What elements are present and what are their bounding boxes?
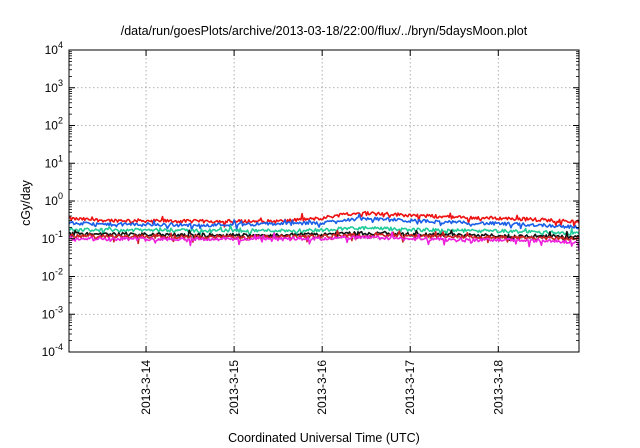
y-tick-label: 100 [45, 191, 63, 208]
y-tick-label: 10-1 [42, 229, 63, 246]
y-tick-label: 10-3 [42, 304, 63, 321]
series-line [68, 229, 580, 245]
y-tick-label: 101 [45, 153, 63, 170]
x-axis-label: Coordinated Universal Time (UTC) [228, 431, 420, 445]
x-tick-label: 2013-3-17 [403, 360, 417, 415]
y-tick-label: 10-2 [42, 267, 63, 284]
series-line [68, 213, 580, 231]
y-tick-label: 102 [45, 116, 63, 133]
x-tick-label: 2013-3-14 [139, 360, 153, 415]
chart-title: /data/run/goesPlots/archive/2013-03-18/2… [121, 24, 528, 38]
y-axis-label: cGy/day [19, 179, 33, 226]
x-tick-label: 2013-3-16 [315, 360, 329, 415]
grid [69, 50, 579, 352]
y-tick-label: 10-4 [42, 342, 63, 359]
x-tick-label: 2013-3-15 [227, 360, 241, 415]
axis-ticks [69, 49, 579, 353]
y-tick-labels: 10-4 10-3 10-2 10-1 100 101 102 103 104 [42, 40, 63, 359]
x-tick-label: 2013-3-18 [491, 360, 505, 415]
series-line [68, 210, 580, 228]
y-tick-label: 103 [45, 78, 63, 95]
series-line [68, 224, 580, 237]
series-line [68, 231, 580, 250]
x-tick-labels: 2013-3-14 2013-3-15 2013-3-16 2013-3-17 2013… [139, 360, 505, 415]
y-tick-label: 104 [45, 40, 63, 57]
series-lines [68, 210, 580, 250]
